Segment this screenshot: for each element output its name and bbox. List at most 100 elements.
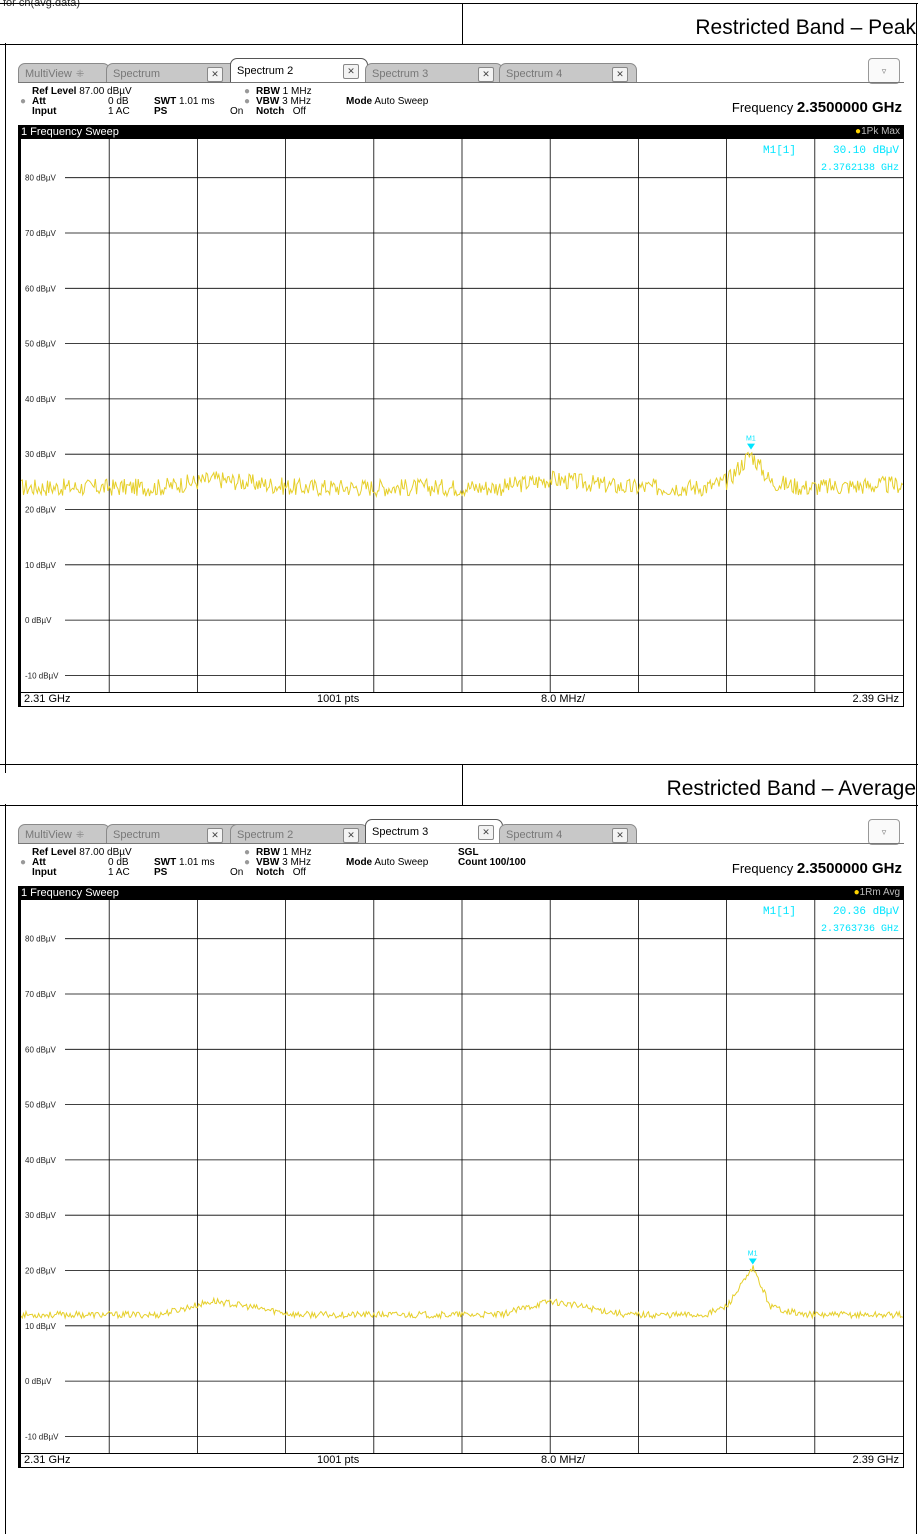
spectrum-plot[interactable]: 80 dBµV 70 dBµV 60 dBµV 50 dBµV 40 dBµV 30 dB… xyxy=(18,139,904,692)
close-icon[interactable]: ✕ xyxy=(343,64,359,79)
ref-level: Ref Level 87.00 dBµV xyxy=(32,86,132,97)
tab-label: Spectrum xyxy=(113,68,161,80)
tab-label: Spectrum 4 xyxy=(506,68,563,80)
average-section: Restricted Band – Average MultiView ⁜ Spe… xyxy=(0,764,918,1534)
section-header: Restricted Band – Peak xyxy=(0,3,918,45)
close-icon[interactable]: ✕ xyxy=(207,828,223,843)
y-tick-label: 10 dBµV xyxy=(25,1322,57,1331)
y-tick-label: 70 dBµV xyxy=(25,990,57,999)
tab-multiview[interactable]: MultiView ⁜ xyxy=(18,824,110,844)
grid-icon: ⁜ xyxy=(75,830,85,841)
close-icon[interactable]: ✕ xyxy=(478,825,494,840)
y-tick-label: 50 dBµV xyxy=(25,340,57,349)
marker-level: 30.10 dBµV xyxy=(833,145,899,157)
status-dot-icon: ● xyxy=(20,857,27,868)
y-tick-label: 70 dBµV xyxy=(25,229,57,238)
y-tick-label: 80 dBµV xyxy=(25,935,57,944)
chevron-down-icon[interactable]: ▿ xyxy=(868,819,900,845)
chevron-down-icon[interactable]: ▿ xyxy=(868,58,900,84)
tab-spectrum-2[interactable]: Spectrum 2 ✕ xyxy=(230,824,368,844)
tab-spectrum-2[interactable]: Spectrum 2 ✕ xyxy=(230,58,368,83)
tab-label: Spectrum xyxy=(113,829,161,841)
y-tick-label: -10 dBµV xyxy=(25,671,59,680)
center-frequency: Frequency 2.3500000 GHz xyxy=(731,860,902,877)
y-tick-label: 50 dBµV xyxy=(25,1101,57,1110)
ref-level: Ref Level 87.00 dBµV xyxy=(32,847,132,858)
marker-tag: M1 xyxy=(746,436,756,443)
tab-spectrum[interactable]: Spectrum ✕ xyxy=(106,824,244,844)
y-tick-label: 30 dBµV xyxy=(25,450,57,459)
tab-label: Spectrum 3 xyxy=(372,826,429,838)
grid-icon: ⁜ xyxy=(75,69,85,80)
att-label: Att xyxy=(32,857,46,868)
close-icon[interactable]: ✕ xyxy=(612,828,628,843)
close-icon[interactable]: ✕ xyxy=(612,67,628,82)
status-dot-icon: ● xyxy=(244,847,251,858)
tab-spectrum[interactable]: Spectrum ✕ xyxy=(106,63,244,83)
y-tick-label: 40 dBµV xyxy=(25,1156,57,1165)
header-divider xyxy=(462,765,463,805)
center-frequency: Frequency 2.3500000 GHz xyxy=(731,99,902,116)
tab-label: Spectrum 2 xyxy=(237,65,294,77)
notch-setting: Notch Off xyxy=(256,106,306,117)
tab-bar: MultiView ⁜ Spectrum ✕ Spectrum 2 ✕ Spect… xyxy=(18,55,904,85)
spectrum-plot[interactable]: 80 dBµV 70 dBµV 60 dBµV 50 dBµV 40 dBµV 30 dB… xyxy=(18,900,904,1453)
y-tick-label: 30 dBµV xyxy=(25,1211,57,1220)
span-per-division: 8.0 MHz/ xyxy=(541,1454,586,1466)
rbw-setting: RBW 1 MHz xyxy=(256,86,312,97)
mode-setting: Mode Auto Sweep xyxy=(346,857,429,868)
marker-tag: M1 xyxy=(748,1251,758,1258)
input-value: 1 AC xyxy=(108,867,130,878)
sweep-label: 1 Frequency Sweep xyxy=(21,126,119,138)
ps-value: On xyxy=(230,867,244,878)
close-icon[interactable]: ✕ xyxy=(478,67,494,82)
tab-spectrum-4[interactable]: Spectrum 4 ✕ xyxy=(499,824,637,844)
input-value: 1 AC xyxy=(108,106,130,117)
tab-spectrum-4[interactable]: Spectrum 4 ✕ xyxy=(499,63,637,83)
tab-label: Spectrum 2 xyxy=(237,829,294,841)
frame-right-border xyxy=(916,3,917,773)
tab-spectrum-3[interactable]: Spectrum 3 ✕ xyxy=(365,63,503,83)
page-top-label: for ch(avg.data) xyxy=(3,0,81,9)
marker-triangle-icon xyxy=(747,443,756,450)
start-frequency: 2.31 GHz xyxy=(24,693,71,705)
sgl-indicator: SGL xyxy=(458,847,479,858)
y-tick-label: 0 dBµV xyxy=(25,1377,52,1386)
att-label: Att xyxy=(32,96,46,107)
close-icon[interactable]: ✕ xyxy=(343,828,359,843)
trace-line xyxy=(21,1265,903,1320)
close-icon[interactable]: ✕ xyxy=(207,67,223,82)
att-value: 0 dB xyxy=(108,857,129,868)
tab-label: Spectrum 3 xyxy=(372,68,429,80)
status-dot-icon: ● xyxy=(244,96,251,107)
tab-spectrum-3[interactable]: Spectrum 3 ✕ xyxy=(365,819,503,844)
marker-name: M1[1] xyxy=(763,145,796,157)
trace-indicator: ●1Rm Avg xyxy=(853,887,900,898)
trace-dot-icon: ● xyxy=(855,126,862,137)
stop-frequency: 2.39 GHz xyxy=(852,693,899,705)
tab-multiview[interactable]: MultiView ⁜ xyxy=(18,63,110,83)
att-value: 0 dB xyxy=(108,96,129,107)
frame-left-border xyxy=(5,804,6,1534)
notch-setting: Notch Off xyxy=(256,867,306,878)
trace-dot-icon: ● xyxy=(853,887,860,898)
y-tick-label: 40 dBµV xyxy=(25,395,57,404)
start-frequency: 2.31 GHz xyxy=(24,1454,71,1466)
tab-bar: MultiView ⁜ Spectrum ✕ Spectrum 2 ✕ Spect… xyxy=(18,816,904,846)
ps-label: PS xyxy=(154,106,168,117)
status-dot-icon: ● xyxy=(244,857,251,868)
marker-frequency: 2.3762138 GHz xyxy=(821,163,899,174)
rbw-setting: RBW 1 MHz xyxy=(256,847,312,858)
plot-canvas: 80 dBµV 70 dBµV 60 dBµV 50 dBµV 40 dBµV 30 dB… xyxy=(21,900,903,1453)
span-per-division: 8.0 MHz/ xyxy=(541,693,586,705)
tab-baseline xyxy=(18,82,904,83)
y-tick-label: 0 dBµV xyxy=(25,616,52,625)
tab-baseline xyxy=(18,843,904,844)
frame-right-border xyxy=(916,764,917,1534)
swt-setting: SWT 1.01 ms xyxy=(154,96,215,107)
marker-level: 20.36 dBµV xyxy=(833,906,899,918)
plot-footer: 2.31 GHz 1001 pts 8.0 MHz/ 2.39 GHz xyxy=(18,692,904,707)
ps-label: PS xyxy=(154,867,168,878)
marker-name: M1[1] xyxy=(763,906,796,918)
input-label: Input xyxy=(32,867,57,878)
